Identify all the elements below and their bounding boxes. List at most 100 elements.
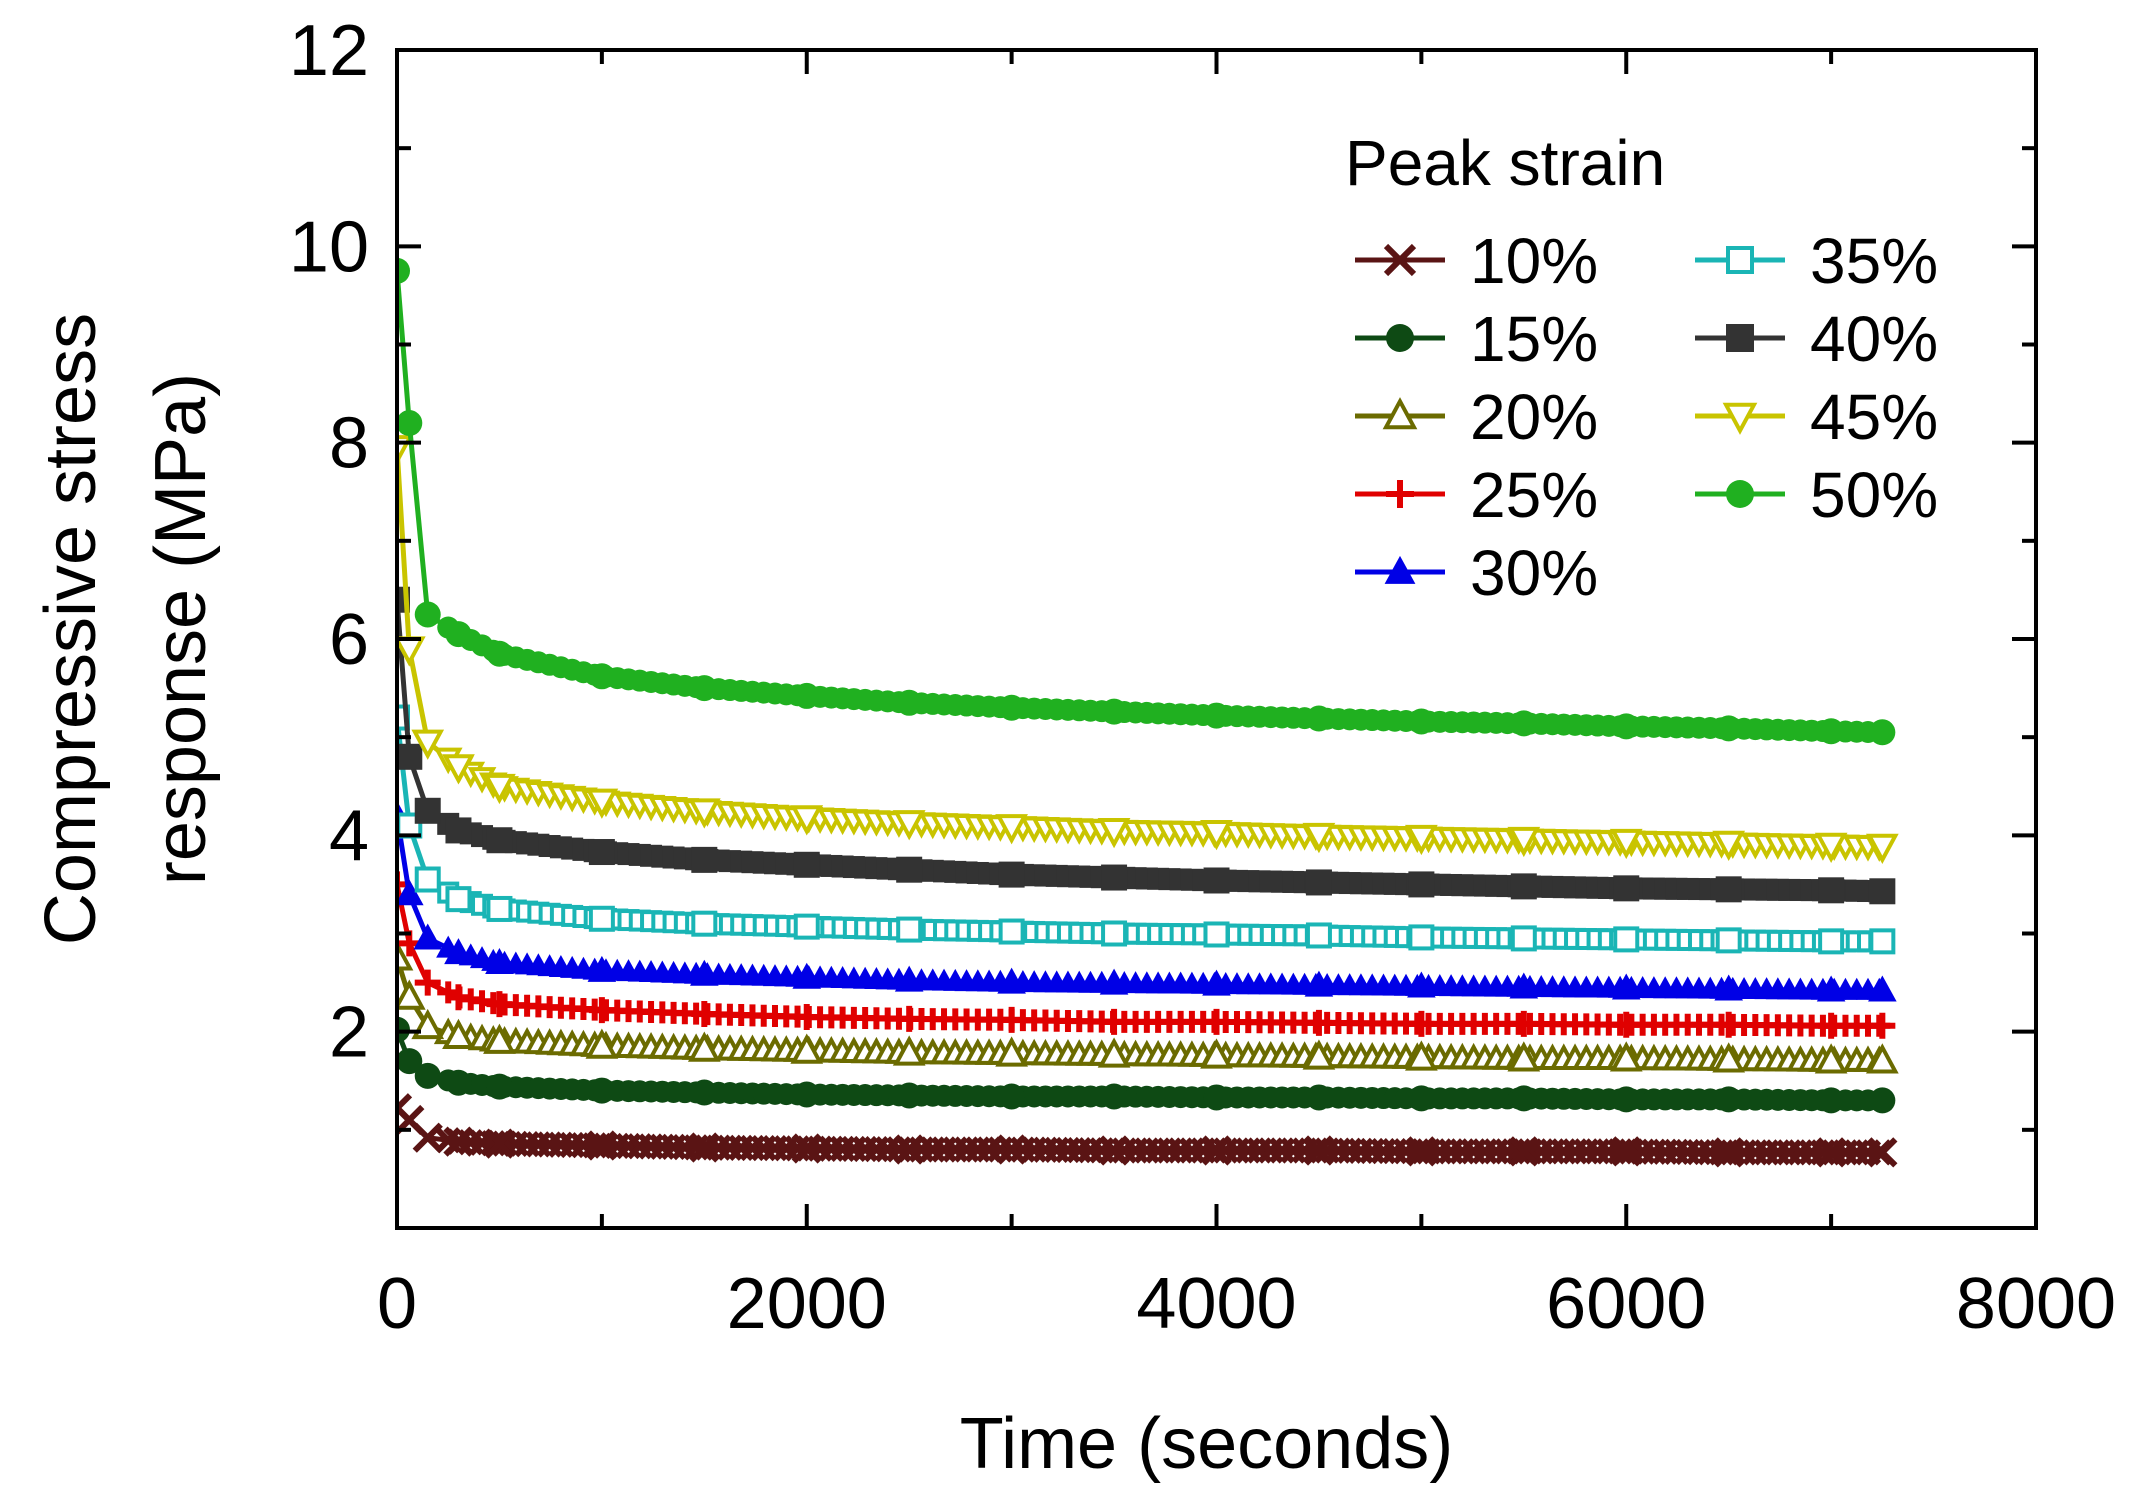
legend-title: Peak strain	[1345, 127, 1665, 199]
data-point	[483, 1023, 516, 1054]
data-point	[690, 959, 719, 986]
data-point	[397, 979, 426, 1010]
data-point	[691, 1001, 718, 1027]
data-point	[1408, 1010, 1435, 1037]
data-point	[790, 1033, 824, 1064]
data-point	[1510, 1010, 1537, 1037]
series-25-percent	[397, 871, 1896, 1039]
data-point	[486, 895, 513, 922]
data-point	[1203, 921, 1230, 948]
y-tick-label: 12	[289, 11, 369, 91]
data-point	[1816, 1137, 1847, 1168]
legend-marker	[1382, 397, 1418, 430]
legend-entry: 35%	[1695, 225, 1938, 297]
data-point	[998, 1006, 1025, 1033]
data-point	[793, 682, 820, 709]
series-line	[397, 270, 1883, 735]
data-point	[486, 991, 513, 1018]
data-point	[792, 962, 822, 989]
marker-trail	[437, 616, 1891, 744]
legend-marker	[1726, 246, 1754, 274]
series-30-percent	[397, 800, 1897, 1002]
series-35-percent	[397, 704, 1896, 955]
data-point	[1304, 970, 1334, 997]
data-point	[1715, 715, 1742, 742]
data-point	[1818, 928, 1845, 955]
data-point	[445, 984, 472, 1011]
data-point	[1101, 698, 1128, 725]
data-point	[1302, 1039, 1336, 1070]
data-point	[1865, 833, 1899, 864]
data-point	[1305, 922, 1332, 949]
data-point	[1712, 1042, 1746, 1073]
data-point	[1510, 873, 1537, 900]
data-point	[1869, 1012, 1896, 1039]
data-point	[1510, 710, 1537, 737]
data-point	[414, 1062, 441, 1089]
legend-entry: 15%	[1355, 303, 1598, 375]
data-point	[894, 965, 924, 992]
data-point	[793, 851, 820, 878]
data-point	[1302, 822, 1336, 854]
data-point	[1613, 1086, 1640, 1113]
data-point	[1611, 973, 1641, 1000]
data-point	[791, 1133, 822, 1164]
data-point	[1408, 1085, 1435, 1112]
data-point	[1712, 830, 1746, 862]
data-point	[1713, 1137, 1744, 1168]
data-point	[1200, 819, 1233, 851]
data-point	[996, 1134, 1027, 1165]
data-point	[483, 773, 516, 805]
data-point	[1715, 876, 1742, 903]
data-point	[1203, 1084, 1230, 1111]
data-point	[892, 810, 926, 841]
legend-label: 30%	[1470, 537, 1598, 609]
data-point	[588, 663, 615, 690]
data-point	[1203, 867, 1230, 894]
data-point	[1099, 968, 1129, 995]
data-point	[411, 1008, 445, 1040]
legend-marker	[1726, 324, 1754, 352]
legend-label: 35%	[1810, 225, 1938, 297]
data-point	[1865, 1043, 1899, 1074]
data-point	[444, 938, 473, 965]
y-axis-title-line: Compressive stress	[31, 313, 111, 945]
data-point	[1613, 1011, 1640, 1038]
legend-entry: 45%	[1695, 381, 1938, 453]
data-point	[445, 621, 472, 648]
legend-marker	[1722, 402, 1758, 435]
data-point	[892, 1035, 926, 1066]
data-point	[998, 918, 1025, 945]
data-point	[1407, 971, 1436, 998]
data-point	[1510, 1085, 1537, 1112]
marker-trail	[433, 747, 1894, 862]
data-point	[793, 913, 820, 940]
data-point	[1101, 1083, 1128, 1110]
marker-trail	[433, 1017, 1894, 1072]
data-point	[896, 916, 923, 943]
data-point	[442, 754, 475, 785]
x-tick-label: 4000	[1136, 1264, 1296, 1344]
data-point	[414, 601, 441, 628]
data-point	[397, 410, 423, 437]
data-point	[1814, 832, 1848, 864]
legend-marker	[1386, 324, 1414, 352]
data-point	[1408, 871, 1435, 898]
data-point	[896, 1005, 923, 1032]
data-point	[1408, 924, 1435, 951]
series-15-percent	[397, 1016, 1896, 1114]
data-point	[1714, 974, 1743, 1001]
data-point	[397, 1048, 423, 1075]
series-50-percent	[397, 257, 1896, 746]
data-point	[1408, 708, 1435, 735]
marker-trail	[435, 1127, 1893, 1166]
x-axis-title: Time (seconds)	[960, 1404, 1453, 1484]
data-point	[793, 1003, 820, 1030]
data-point	[1613, 875, 1640, 902]
legend-label: 20%	[1470, 381, 1598, 453]
x-tick-label: 8000	[1956, 1264, 2116, 1344]
data-point	[414, 797, 441, 824]
data-point	[397, 940, 414, 971]
data-point	[1203, 702, 1230, 729]
y-axis-title-line: response (MPa)	[141, 373, 221, 885]
